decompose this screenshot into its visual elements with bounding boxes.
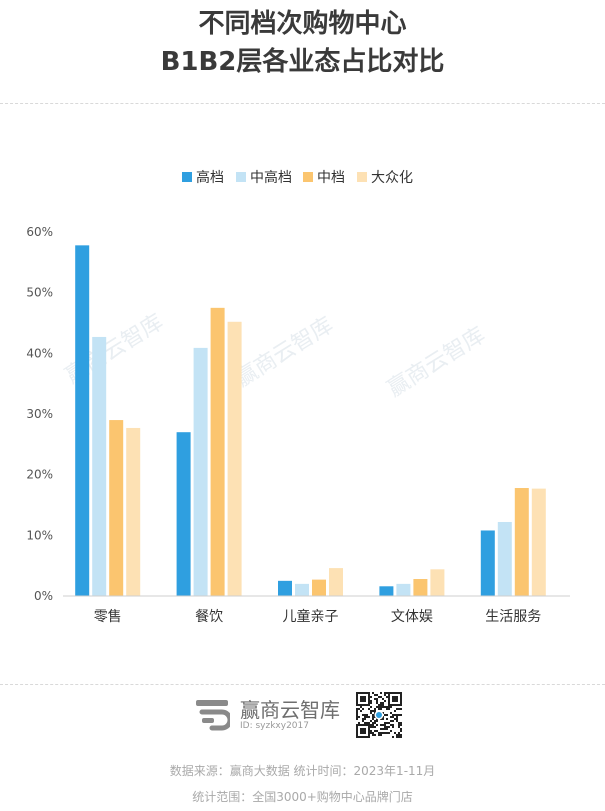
legend-label: 高档	[196, 169, 224, 186]
bar	[126, 427, 141, 596]
bar	[210, 307, 225, 596]
brand-logo-icon	[196, 700, 230, 731]
bar	[329, 568, 343, 596]
bar	[278, 580, 292, 596]
y-tick-label: 10%	[26, 528, 53, 542]
watermark-text: 赢商云智库	[231, 313, 338, 393]
bar	[430, 569, 445, 596]
x-tick-label: 餐饮	[195, 609, 223, 625]
brand-name: 赢商云智库	[240, 698, 340, 722]
bottom-divider	[0, 684, 605, 685]
bar	[531, 488, 546, 596]
legend-swatch	[303, 172, 313, 182]
qr-code-icon	[356, 692, 402, 738]
chart-title-line2: B1B2层各业态占比对比	[160, 47, 445, 77]
chart-title-line1: 不同档次购物中心	[198, 9, 407, 39]
bar	[193, 347, 208, 596]
legend-swatch	[236, 172, 246, 182]
brand-id: ID: syzkxy2017	[240, 721, 309, 731]
x-tick-label: 儿童亲子	[283, 608, 339, 625]
y-tick-label: 30%	[26, 407, 53, 421]
y-tick-label: 40%	[26, 346, 53, 360]
y-tick-label: 50%	[26, 286, 53, 300]
bar-chart: 赢商云智库 赢商云智库 赢商云智库 高档 中高档 中档 大众化 0%10%20%30%40…	[26, 169, 570, 625]
bar	[176, 432, 191, 596]
bar	[497, 521, 512, 596]
bar	[514, 488, 529, 596]
legend-swatch	[182, 172, 192, 182]
x-tick-label: 生活服务	[485, 609, 541, 625]
bar	[312, 579, 326, 596]
bar	[480, 530, 495, 596]
y-tick-label: 0%	[34, 589, 53, 603]
footer-scope: 统计范围：全国3000+购物中心品牌门店	[192, 790, 413, 804]
y-tick-label: 60%	[26, 225, 53, 239]
bar	[92, 336, 107, 596]
bar	[295, 583, 309, 596]
bar	[109, 420, 124, 596]
legend-label: 中档	[317, 170, 345, 186]
footer-source: 数据来源：赢商大数据 统计时间：2023年1-11月	[169, 764, 436, 778]
bar	[379, 586, 394, 596]
x-tick-label: 零售	[94, 609, 122, 625]
bar	[227, 321, 242, 596]
legend-label: 大众化	[371, 170, 413, 186]
bar	[75, 245, 90, 596]
watermark-text: 赢商云智库	[383, 323, 490, 403]
bar	[413, 579, 428, 596]
bar	[396, 583, 411, 596]
legend-swatch	[357, 172, 367, 182]
y-tick-label: 20%	[26, 468, 53, 482]
top-divider	[0, 103, 605, 104]
legend-label: 中高档	[250, 169, 292, 186]
x-tick-label: 文体娱	[391, 609, 433, 625]
